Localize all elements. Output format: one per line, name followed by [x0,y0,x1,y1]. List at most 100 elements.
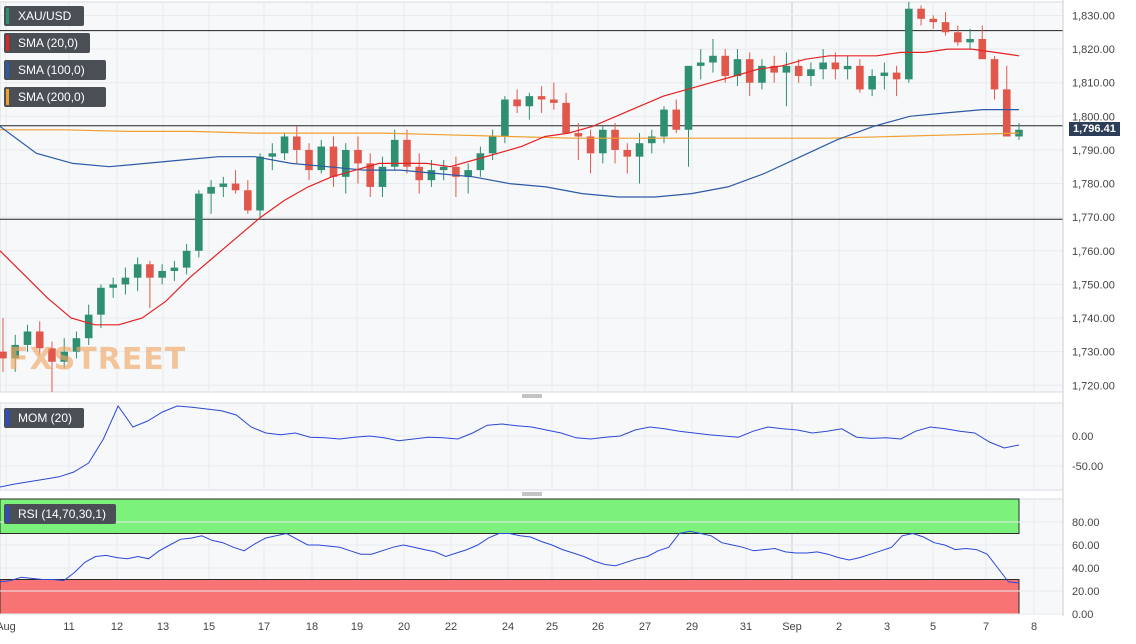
x-tick-label: 12 [111,621,123,633]
candle-body [856,65,864,90]
x-tick-label: 7 [983,621,989,633]
legend-sma100-label: SMA (100,0) [18,63,85,77]
legend-xauusd[interactable]: XAU/USD [4,6,84,26]
candle-body [305,149,313,171]
legend-sma200-label: SMA (200,0) [18,90,85,104]
candle-body [207,186,215,194]
x-tick-label: 26 [592,621,604,633]
rsi-overbought-band [0,498,1020,534]
candle-body [978,38,987,60]
candle-body [452,166,460,177]
candle-body [415,166,423,181]
candle-body [280,136,289,154]
panel-background [0,1,1064,393]
y-tick-label: 1,790.00 [1072,145,1115,157]
candle-body [599,129,607,154]
x-tick-label: Sep [782,621,802,633]
candle-body [782,65,791,73]
last-price-tag: 1,796.41 [1069,122,1120,136]
y-tick-label: 1,750.00 [1072,279,1115,291]
candle-body [721,55,730,76]
candle-body [758,65,766,83]
x-tick-label: 25 [546,621,558,633]
candle-body [317,146,326,171]
y-tick-label: -50.00 [1072,461,1103,473]
sma20-line [0,48,1020,326]
candle-body [941,22,950,33]
y-tick-label: 1,770.00 [1072,212,1115,224]
candle-body [990,59,999,90]
candle-body [378,166,387,187]
candle-body [672,109,681,130]
candle-body [354,149,362,164]
candle-body [733,59,742,76]
legend-sma100[interactable]: SMA (100,0) [4,60,106,80]
candle-body [831,62,840,70]
y-tick-label: 0.00 [1072,609,1093,621]
legend-xauusd-label: XAU/USD [18,9,72,23]
y-tick-label: 1,780.00 [1072,179,1115,191]
y-tick-label: 1,820.00 [1072,44,1115,56]
candle-body [794,65,803,76]
x-tick-label: 11 [63,621,74,633]
candle-body [488,136,497,154]
candle-body [917,8,925,19]
candle-body [60,351,68,362]
legend-rsi[interactable]: RSI (14,70,30,1) [4,504,116,524]
y-tick-label: 1,830.00 [1072,10,1115,22]
candle-body [745,59,754,83]
legend-sma200[interactable]: SMA (200,0) [4,87,106,107]
x-tick-label: 27 [639,621,651,633]
candle-body [537,96,546,100]
candle-body [954,32,962,43]
y-tick-label: 40.00 [1072,563,1100,575]
candle-body [439,166,448,171]
candle-body [72,338,81,352]
candle-body [109,284,117,288]
candle-body [0,351,7,359]
candle-body [48,348,56,362]
y-tick-label: 20.00 [1072,586,1100,598]
candle-body [84,314,93,339]
x-tick-label: 22 [445,621,457,633]
fxstreet-logo: FXSTREET [8,342,187,377]
candle-body [684,65,693,130]
candle-body [709,55,717,63]
candle-body [366,163,375,187]
x-tick-label: 24 [502,621,514,633]
candle-body [660,109,668,137]
candle-body [586,136,595,154]
candle-body [868,75,876,90]
candle-body [292,136,301,150]
y-tick-label: 80.00 [1072,517,1100,529]
candle-body [158,270,166,278]
candle-body [647,136,656,144]
candle-body [611,129,619,150]
candle-body [513,99,521,107]
x-tick-label: 17 [258,621,270,633]
candle-body [231,183,240,191]
candle-body [329,146,338,177]
x-tick-label: 3 [884,621,890,633]
candle-body [525,96,534,107]
candle-body [574,133,583,137]
y-tick-label: 1,800.00 [1072,111,1115,123]
candle-body [905,8,913,80]
candle-body [219,183,228,187]
x-tick-label: 29 [686,621,698,633]
candle-body [133,264,142,278]
candle-body [121,277,130,285]
legend-mom[interactable]: MOM (20) [4,408,84,428]
candle-body [819,62,827,70]
candle-body [35,331,44,349]
legend-mom-label: MOM (20) [18,411,72,425]
candle-body [97,287,105,315]
momentum-line [0,404,1020,488]
legend-sma20[interactable]: SMA (20,0) [4,33,90,53]
panel-background [0,402,1064,491]
x-tick-label: 8 [1031,621,1037,633]
x-tick-label: 20 [398,621,410,633]
y-tick-label: 60.00 [1072,540,1100,552]
